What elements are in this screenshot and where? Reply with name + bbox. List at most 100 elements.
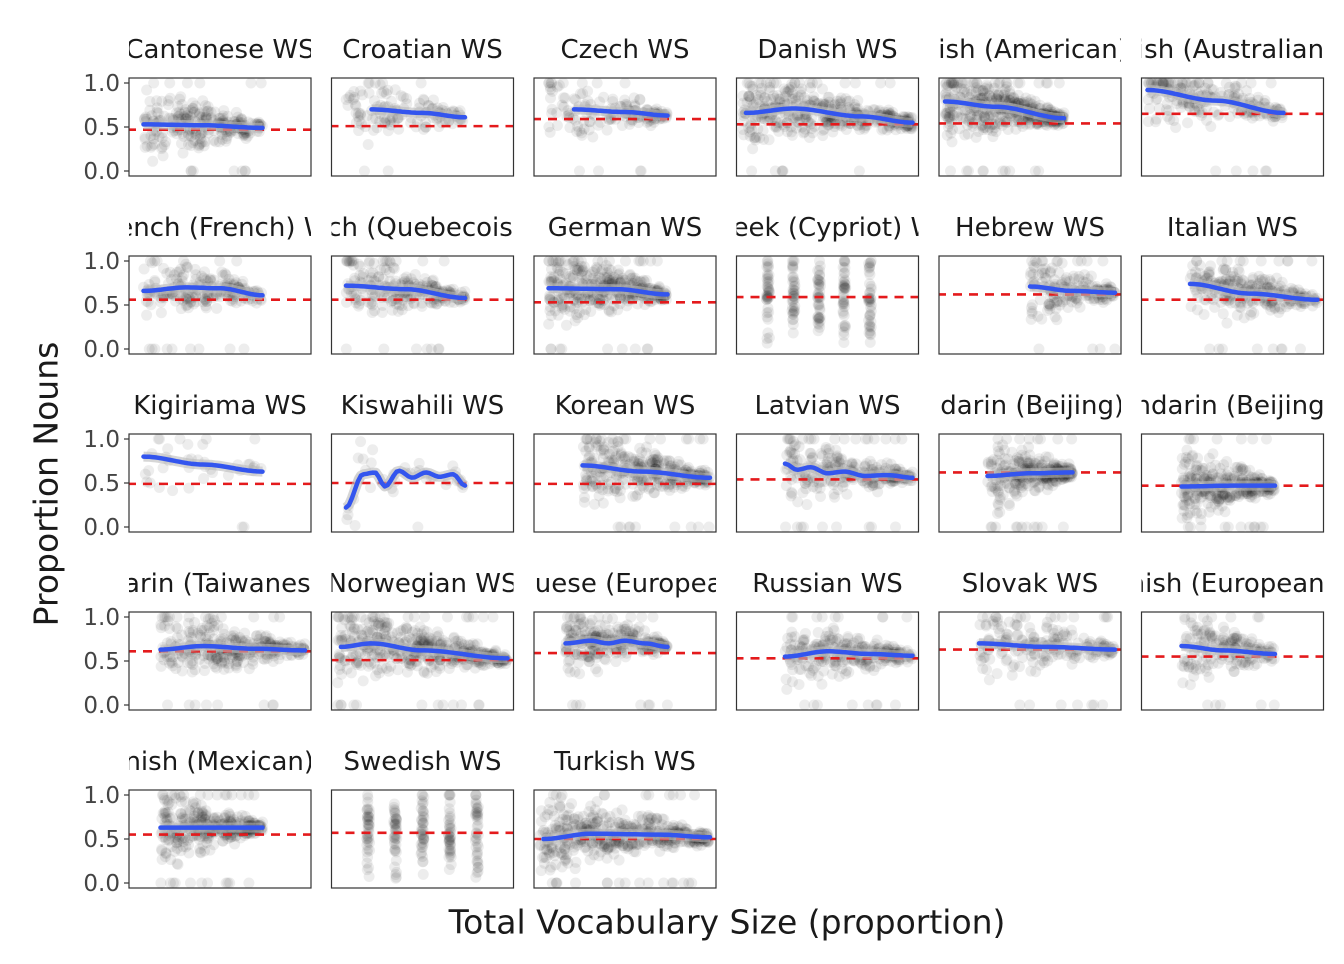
facet-content <box>1140 78 1326 177</box>
data-point <box>801 499 812 510</box>
scatter-points <box>780 434 918 533</box>
facet-content <box>937 434 1123 533</box>
data-point <box>854 166 865 177</box>
data-point <box>162 344 173 355</box>
data-point <box>669 522 680 533</box>
data-point <box>1068 271 1079 282</box>
data-point <box>381 88 392 99</box>
data-point <box>239 522 250 533</box>
data-point <box>768 90 779 101</box>
facet-panel: French (Quebecois) WS <box>272 213 574 355</box>
data-point <box>478 612 489 623</box>
data-point <box>758 125 769 136</box>
data-point <box>1195 514 1206 525</box>
facet-title: French (Quebecois) WS <box>272 213 574 243</box>
data-point <box>1220 274 1231 285</box>
scatter-points <box>543 256 672 355</box>
data-point <box>1033 344 1044 355</box>
scatter-points <box>543 78 672 177</box>
data-point <box>1154 103 1165 114</box>
data-point <box>585 306 596 317</box>
data-point <box>817 522 828 533</box>
data-point <box>597 264 608 275</box>
data-point <box>1244 522 1255 533</box>
data-point <box>839 282 850 293</box>
data-point <box>1261 166 1272 177</box>
facet-title: Mandarin (Beijing) IC <box>1096 391 1344 421</box>
data-point <box>159 140 170 151</box>
data-point <box>185 140 196 151</box>
data-point <box>944 111 955 122</box>
data-point <box>1144 103 1155 114</box>
data-point <box>409 612 420 623</box>
facet-title: Kigiriama WS <box>133 391 307 421</box>
data-point <box>364 256 375 267</box>
data-point <box>180 259 191 270</box>
data-point <box>778 166 789 177</box>
data-point <box>762 327 773 338</box>
data-point <box>828 489 839 500</box>
data-point <box>383 166 394 177</box>
data-point <box>1210 166 1221 177</box>
y-tick-label: 0.0 <box>83 337 120 363</box>
facet-panel: German WS <box>532 213 718 355</box>
data-point <box>1008 93 1019 104</box>
data-point <box>596 445 607 456</box>
facet-title: Danish WS <box>757 35 897 65</box>
data-point <box>1205 462 1216 473</box>
data-point <box>1252 344 1263 355</box>
data-point <box>169 269 180 280</box>
data-point <box>617 344 628 355</box>
data-point <box>1180 492 1191 503</box>
data-point <box>147 156 158 167</box>
data-point <box>1009 485 1020 496</box>
facet-content <box>735 434 921 533</box>
data-point <box>359 166 370 177</box>
data-point <box>366 457 377 468</box>
data-point <box>230 659 241 670</box>
data-point <box>355 86 366 97</box>
data-point <box>636 166 647 177</box>
data-point <box>1054 78 1065 89</box>
data-point <box>686 522 697 533</box>
data-point <box>201 302 212 313</box>
data-point <box>417 256 428 267</box>
data-point <box>1212 434 1223 445</box>
data-point <box>1221 456 1232 467</box>
data-point <box>141 310 152 321</box>
data-point <box>947 124 958 135</box>
data-point <box>183 107 194 118</box>
facet-panel: Kigiriama WS0.00.51.0 <box>83 391 313 541</box>
data-point <box>838 337 849 348</box>
data-point <box>993 500 1004 511</box>
data-point <box>211 303 222 314</box>
data-point <box>867 480 878 491</box>
data-point <box>1001 78 1012 89</box>
data-point <box>422 344 433 355</box>
data-point <box>1014 434 1025 445</box>
data-point <box>153 434 164 445</box>
data-point <box>377 307 388 318</box>
data-point <box>1192 460 1203 471</box>
data-point <box>1050 303 1061 314</box>
facet-content <box>735 256 921 349</box>
data-point <box>552 120 563 131</box>
data-point <box>598 498 609 509</box>
data-point <box>592 78 603 89</box>
data-point <box>1295 344 1306 355</box>
data-point <box>620 78 631 89</box>
facet-panel: Norwegian WS <box>328 569 518 711</box>
facet-title: Mandarin (Beijing) WS <box>885 391 1174 421</box>
facet-panel: Mandarin (Beijing) WS <box>885 391 1174 533</box>
data-point <box>1247 434 1258 445</box>
data-point <box>615 298 626 309</box>
data-point <box>815 316 826 327</box>
data-point <box>1218 263 1229 274</box>
data-point <box>570 315 581 326</box>
data-point <box>591 434 602 445</box>
data-point <box>963 128 974 139</box>
y-tick-label: 0.5 <box>83 293 120 319</box>
data-point <box>842 96 853 107</box>
data-point <box>240 166 251 177</box>
facet-content <box>532 78 718 177</box>
